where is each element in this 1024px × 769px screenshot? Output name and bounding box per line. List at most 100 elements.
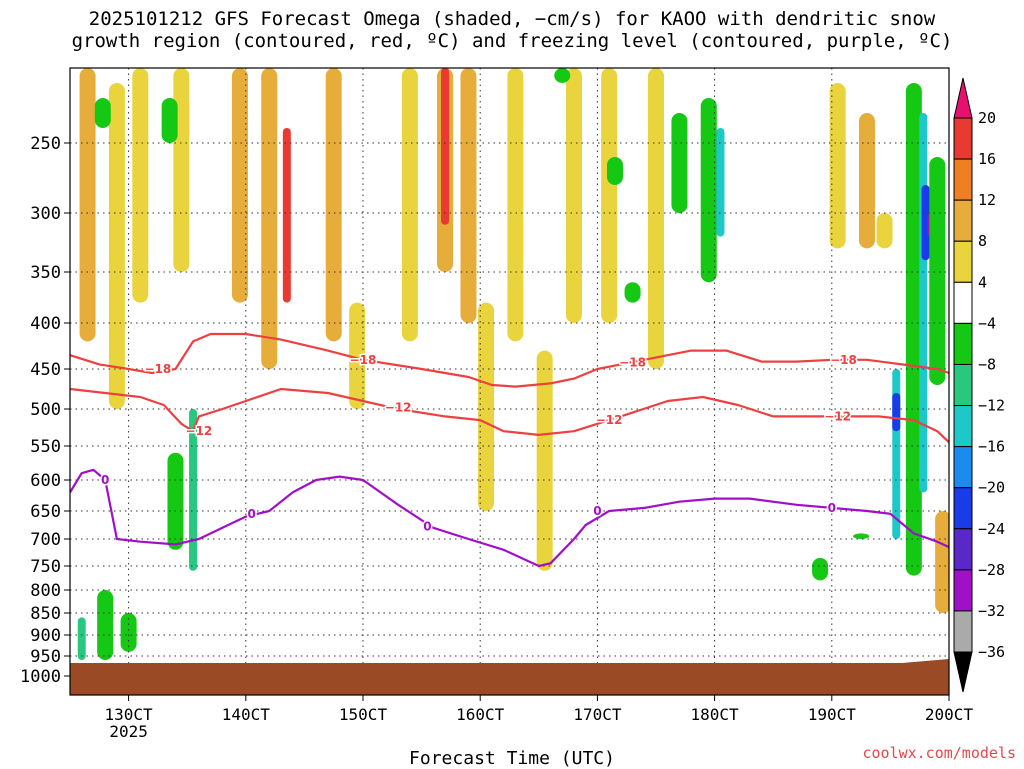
- y-tick-label-750: 750: [30, 557, 61, 577]
- x-tick-label-4: 170CT: [573, 705, 622, 724]
- contour-label-8: 0: [101, 473, 109, 487]
- colorbar-segment-6: [953, 363, 973, 407]
- colorbar-top-triangle: [953, 77, 973, 119]
- colorbar-label-4: 4: [978, 273, 987, 291]
- x-axis-title: Forecast Time (UTC): [409, 748, 615, 769]
- omega-cell-0: [79, 68, 96, 342]
- colorbar-segment-10: [953, 528, 973, 571]
- omega-cell-9: [401, 68, 418, 342]
- x-tick-label-5: 180CT: [691, 705, 740, 724]
- contour-label-10: 0: [423, 520, 431, 534]
- colorbar-label-2: 12: [978, 191, 996, 209]
- contour-label-7: −12: [824, 409, 851, 423]
- omega-cell-30: [606, 157, 623, 185]
- chart-title: 2025101212 GFS Forecast Omega (shaded, −…: [0, 8, 1024, 52]
- colorbar-segment-8: [953, 446, 973, 489]
- omega-cell-14: [507, 68, 524, 342]
- omega-cell-44: [624, 282, 641, 303]
- omega-cell-41: [812, 557, 829, 581]
- colorbar-segment-12: [953, 610, 973, 653]
- credit-text: coolwx.com/models: [862, 744, 1016, 762]
- colorbar-segment-7: [953, 405, 973, 448]
- omega-cell-29: [554, 68, 571, 83]
- colorbar-segment-4: [953, 281, 973, 324]
- omega-cell-13: [478, 302, 495, 511]
- colorbar-segment-0: [953, 117, 973, 160]
- y-tick-label-900: 900: [30, 626, 61, 646]
- colorbar-label-1: 16: [978, 150, 996, 168]
- omega-cell-15: [536, 350, 553, 571]
- colorbar-label-10: −24: [978, 520, 1005, 538]
- contour-label-6: −12: [596, 413, 623, 427]
- omega-cell-39: [892, 393, 901, 432]
- omega-cell-24: [120, 613, 137, 652]
- y-tick-label-450: 450: [30, 360, 61, 380]
- colorbar: 20 16 12 8 4 −4 −8 −12 −16 −20 −24 −28 −32 −36: [953, 77, 1005, 693]
- y-tick-label-550: 550: [30, 437, 61, 457]
- colorbar-label-0: 20: [978, 109, 996, 127]
- colorbar-segment-9: [953, 487, 973, 530]
- pressure-gridlines: [70, 68, 950, 695]
- ground-surface: [70, 659, 949, 695]
- y-tick-label-1000: 1000: [20, 667, 61, 687]
- colorbar-label-3: 8: [978, 232, 987, 250]
- y-tick-label-350: 350: [30, 263, 61, 283]
- contour-label-1: −18: [350, 353, 377, 367]
- omega-cell-42: [853, 533, 870, 539]
- plot-frame: [69, 67, 950, 696]
- omega-cell-12: [460, 68, 477, 323]
- colorbar-segment-3: [953, 240, 973, 283]
- colorbar-segment-11: [953, 569, 973, 612]
- omega-cell-35: [919, 113, 928, 493]
- y-tick-label-850: 850: [30, 604, 61, 624]
- contour-label-3: −18: [830, 353, 857, 367]
- y-tick-label-600: 600: [30, 471, 61, 491]
- omega-cell-8: [349, 302, 366, 409]
- colorbar-label-5: −4: [978, 314, 996, 332]
- y-tick-label-700: 700: [30, 530, 61, 550]
- omega-cell-6: [261, 68, 278, 369]
- y-tick-label-300: 300: [30, 204, 61, 224]
- colorbar-label-12: −32: [978, 602, 1005, 620]
- y-tick-label-400: 400: [30, 314, 61, 334]
- contour-label-9: 0: [247, 507, 255, 521]
- omega-cell-21: [876, 213, 893, 249]
- omega-cell-11: [441, 68, 450, 225]
- contour-label-11: 0: [593, 504, 601, 518]
- colorbar-label-7: −12: [978, 397, 1005, 415]
- omega-cell-18: [648, 68, 664, 369]
- x-tick-label-1: 140CT: [222, 705, 271, 724]
- colorbar-segment-2: [953, 199, 973, 242]
- omega-cell-5: [282, 128, 291, 303]
- omega-cell-43: [935, 511, 949, 613]
- contour-label-0: −18: [145, 362, 172, 376]
- contour-label-12: 0: [828, 501, 836, 515]
- y-tick-label-250: 250: [30, 134, 61, 154]
- omega-cell-32: [700, 98, 717, 283]
- colorbar-label-11: −28: [978, 561, 1005, 579]
- omega-cell-31: [671, 113, 688, 213]
- omega-cell-19: [829, 83, 846, 249]
- x-tick-label-0: 130CT: [105, 705, 154, 724]
- omega-cell-26: [167, 452, 184, 550]
- omega-cell-2: [132, 68, 149, 303]
- omega-cell-40: [929, 157, 946, 385]
- colorbar-bottom-triangle: [953, 651, 973, 693]
- x-tick-label-7: 200CT: [925, 705, 974, 724]
- y-tick-label-500: 500: [30, 400, 61, 420]
- omega-cell-4: [231, 68, 248, 303]
- omega-cell-22: [77, 617, 86, 660]
- omega-cell-33: [716, 128, 725, 237]
- colorbar-label-9: −20: [978, 479, 1005, 497]
- colorbar-label-6: −8: [978, 355, 996, 373]
- x-axis: 130CT 140CT 150CT 160CT 170CT 180CT 190CT 200CT…: [105, 695, 974, 741]
- ground-fill: [70, 659, 949, 695]
- colorbar-segment-5: [953, 322, 973, 365]
- omega-cell-27: [94, 98, 111, 128]
- title-line-1: 2025101212 GFS Forecast Omega (shaded, −…: [88, 8, 936, 30]
- omega-cell-20: [858, 113, 875, 249]
- colorbar-label-8: −16: [978, 438, 1005, 456]
- omega-cell-17: [601, 68, 618, 323]
- omega-cell-16: [565, 68, 582, 323]
